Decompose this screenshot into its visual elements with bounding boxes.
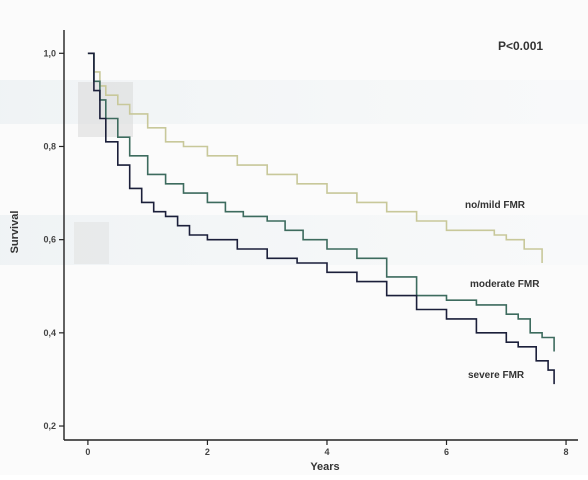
series-label-moderate-fmr: moderate FMR bbox=[470, 279, 540, 290]
series-label-no-mild-fmr: no/mild FMR bbox=[465, 200, 526, 211]
curves-group bbox=[87, 52, 555, 385]
y-axis-title: Survival bbox=[9, 211, 21, 254]
series-line-severe-fmr bbox=[87, 52, 555, 385]
ticks-group: 0 2 4 6 8 0,2 0,4 0,6 0,8 1,0 bbox=[43, 48, 568, 457]
x-tick-label: 6 bbox=[444, 447, 449, 457]
x-axis-title: Years bbox=[310, 461, 339, 473]
x-tick-label: 2 bbox=[205, 447, 210, 457]
y-tick-label: 1,0 bbox=[43, 48, 56, 58]
scan-band-middle bbox=[0, 215, 588, 265]
p-value-annotation: P<0.001 bbox=[498, 39, 543, 53]
x-tick-label: 0 bbox=[85, 447, 90, 457]
x-tick-label: 4 bbox=[324, 447, 329, 457]
scan-speckle-2 bbox=[74, 222, 109, 264]
y-tick-label: 0,8 bbox=[43, 141, 56, 151]
y-tick-label: 0,4 bbox=[43, 328, 56, 338]
x-tick-label: 8 bbox=[564, 447, 569, 457]
series-label-severe-fmr: severe FMR bbox=[468, 370, 525, 381]
y-tick-label: 0,2 bbox=[43, 421, 56, 431]
series-line-moderate-fmr bbox=[87, 52, 555, 352]
series-line-no-mild-fmr bbox=[87, 52, 543, 263]
y-tick-label: 0,6 bbox=[43, 235, 56, 245]
